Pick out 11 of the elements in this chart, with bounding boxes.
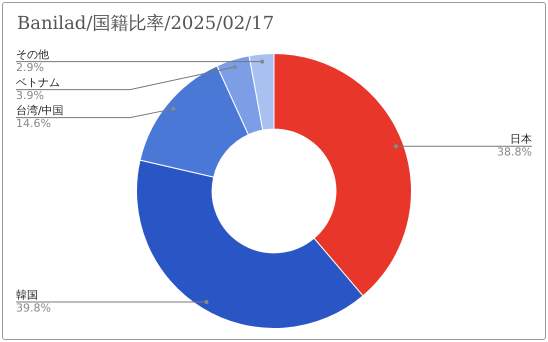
data-label: 2.9% xyxy=(16,60,44,74)
slice-label: その他 xyxy=(16,48,49,61)
data-label: 38.8% xyxy=(497,146,532,159)
slice-label: 韓国 xyxy=(16,288,38,302)
data-label: 3.9% xyxy=(16,88,44,102)
slice-label: ベトナム xyxy=(16,76,60,89)
chart-title: Banilad/国籍比率/2025/02/17 xyxy=(17,12,274,35)
data-label: 39.8% xyxy=(16,301,51,314)
slice-label: 日本 xyxy=(510,132,532,146)
data-label: 14.6% xyxy=(16,116,51,130)
slice-label: 台湾/中国 xyxy=(16,104,64,117)
